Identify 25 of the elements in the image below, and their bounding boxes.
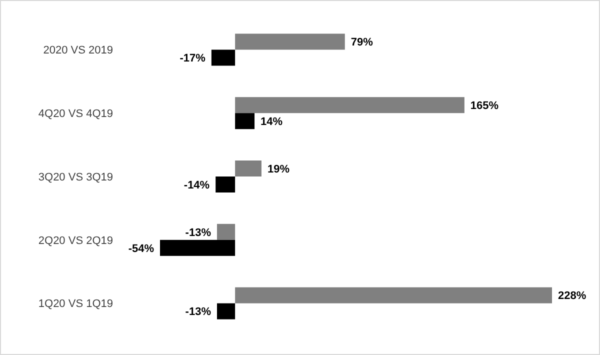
bar [216,303,236,320]
data-label: -13% [185,306,212,318]
data-label: 19% [267,163,290,176]
bar [235,113,255,130]
bar [216,224,236,240]
data-label: -13% [185,226,212,239]
bar [235,34,345,50]
data-label: -54% [128,242,154,255]
y-tick-label: 2020 VS 2019 [43,44,113,57]
data-label: -14% [184,179,210,192]
bar [235,97,464,114]
bar [211,50,236,66]
y-tick-label: 4Q20 VS 4Q19 [38,108,113,120]
data-label: 79% [350,36,374,49]
bar [235,287,552,304]
data-label: 165% [470,100,499,112]
data-label: 14% [260,116,283,128]
bar [216,176,236,192]
data-label: 228% [558,290,586,302]
data-label: -17% [180,52,206,65]
y-tick-label: 3Q20 VS 3Q19 [38,171,113,184]
bar [235,160,262,176]
bar [160,240,236,256]
y-tick-label: 1Q20 VS 1Q19 [38,298,113,310]
y-tick-label: 2Q20 VS 2Q19 [38,234,113,247]
